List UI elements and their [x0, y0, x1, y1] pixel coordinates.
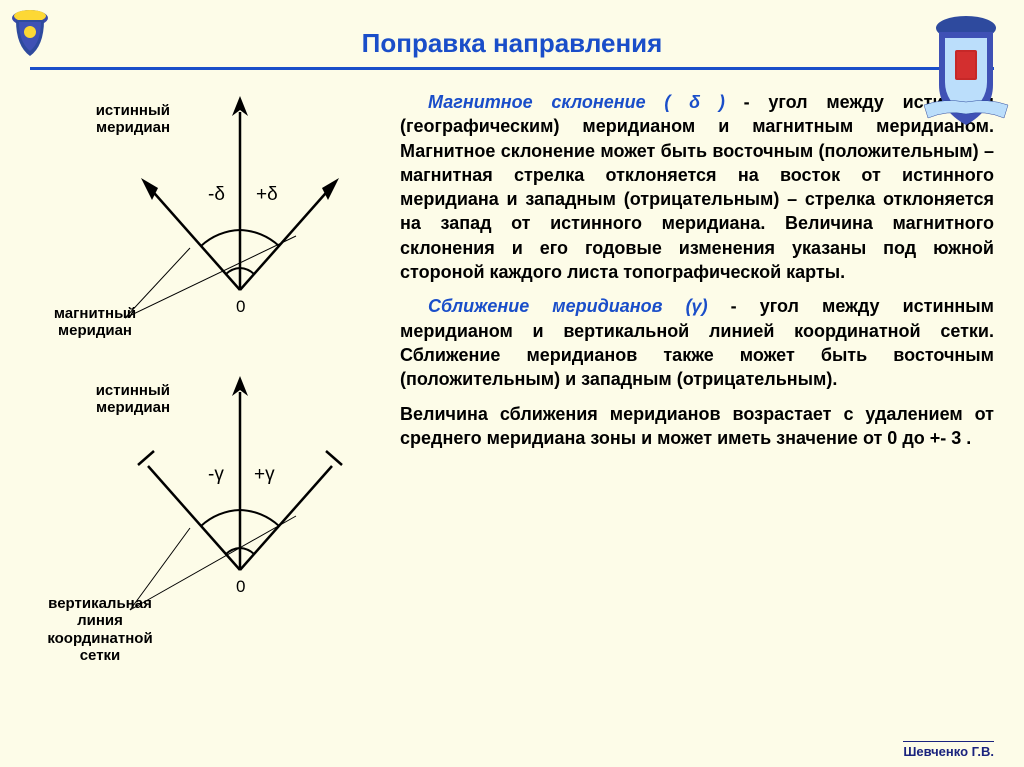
svg-text:0: 0 — [236, 297, 245, 316]
term-convergence: Сближение меридианов (γ) — [428, 296, 708, 316]
page-title: Поправка направления — [0, 0, 1024, 67]
svg-text:+δ: +δ — [256, 184, 278, 205]
ministry-badge — [8, 6, 53, 58]
d2-label-grid: вертикальная линия координатной сетки — [30, 595, 170, 664]
svg-text:-γ: -γ — [208, 464, 224, 485]
institution-emblem — [919, 10, 1014, 140]
para-convergence: Сближение меридианов (γ) - угол между ис… — [400, 294, 994, 391]
diagrams-column: -δ +δ 0 истинный меридиан магнитный мери… — [30, 90, 380, 680]
svg-text:0: 0 — [236, 577, 245, 596]
d1-label-magnetic: магнитный меридиан — [40, 305, 150, 340]
term-declination: Магнитное склонение ( δ ) — [428, 92, 725, 112]
svg-text:-δ: -δ — [208, 184, 225, 205]
svg-text:+γ: +γ — [254, 464, 275, 485]
title-underline — [30, 67, 994, 70]
para-declination: Магнитное склонение ( δ ) - угол между и… — [400, 90, 994, 284]
para-magnitude: Величина сближения меридианов возрастает… — [400, 402, 994, 451]
declination-diagram: -δ +δ 0 истинный меридиан магнитный мери… — [30, 90, 370, 350]
d1-label-true: истинный меридиан — [60, 102, 170, 137]
author-footer: Шевченко Г.В. — [903, 741, 994, 759]
content-area: -δ +δ 0 истинный меридиан магнитный мери… — [0, 90, 1024, 680]
d2-label-true: истинный меридиан — [60, 382, 170, 417]
text-column: Магнитное склонение ( δ ) - угол между и… — [380, 90, 994, 680]
convergence-diagram: -γ +γ 0 истинный меридиан вертикальная л… — [30, 370, 370, 660]
